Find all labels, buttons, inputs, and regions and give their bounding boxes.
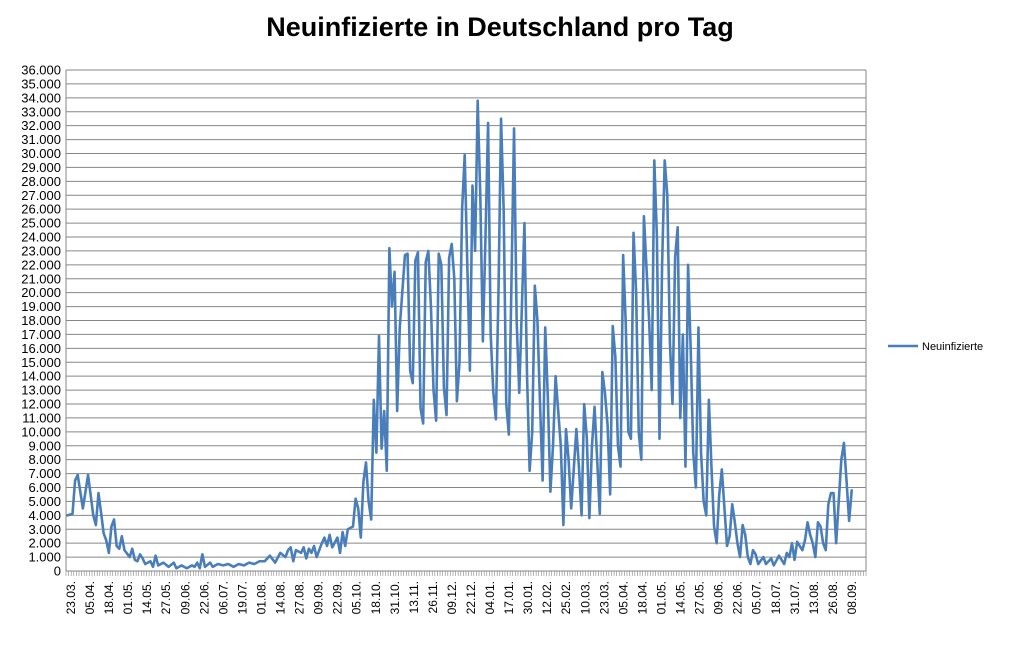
- x-tick-label: 27.08.: [293, 581, 307, 614]
- x-tick-label: 12.02.: [540, 581, 554, 614]
- x-tick-label: 27.05.: [693, 581, 707, 614]
- x-tick-label: 05.10.: [350, 581, 364, 614]
- x-tick-label: 18.10.: [369, 581, 383, 614]
- y-tick-label: 32.000: [21, 118, 61, 133]
- legend-label: Neuinfizierte: [922, 341, 983, 353]
- x-tick-label: 09.12.: [445, 581, 459, 614]
- y-tick-label: 21.000: [21, 271, 61, 286]
- x-tick-label: 23.03.: [597, 581, 611, 614]
- y-tick-label: 35.000: [21, 76, 61, 91]
- x-tick-label: 22.06.: [197, 581, 211, 614]
- y-tick-label: 20.000: [21, 285, 61, 300]
- x-tick-label: 18.04.: [102, 581, 116, 614]
- y-tick-label: 25.000: [21, 216, 61, 231]
- y-tick-label: 19.000: [21, 299, 61, 314]
- x-tick-label: 26.08.: [826, 581, 840, 614]
- y-tick-label: 2.000: [28, 536, 61, 551]
- x-tick-label: 22.06.: [731, 581, 745, 614]
- x-tick-label: 31.07.: [788, 581, 802, 614]
- y-tick-label: 3.000: [28, 522, 61, 537]
- x-tick-label: 22.09.: [331, 581, 345, 614]
- y-tick-label: 36.000: [21, 63, 61, 78]
- x-tick-label: 30.01.: [521, 581, 535, 614]
- x-tick-label: 18.07.: [769, 581, 783, 614]
- x-tick-label: 08.09.: [845, 581, 859, 614]
- x-tick-label: 09.06.: [178, 581, 192, 614]
- x-tick-label: 04.01.: [483, 581, 497, 614]
- x-tick-label: 18.04.: [635, 581, 649, 614]
- x-tick-label: 22.12.: [464, 581, 478, 614]
- x-tick-label: 09.06.: [712, 581, 726, 614]
- x-tick-label: 06.07.: [216, 581, 230, 614]
- x-tick-label: 05.04.: [616, 581, 630, 614]
- y-tick-label: 34.000: [21, 90, 61, 105]
- y-tick-label: 24.000: [21, 230, 61, 245]
- y-tick-label: 5.000: [28, 494, 61, 509]
- y-tick-label: 10.000: [21, 424, 61, 439]
- y-tick-label: 27.000: [21, 188, 61, 203]
- x-tick-label: 01.08.: [254, 581, 268, 614]
- y-tick-label: 30.000: [21, 146, 61, 161]
- y-tick-label: 31.000: [21, 132, 61, 147]
- y-tick-label: 22.000: [21, 257, 61, 272]
- x-tick-label: 14.05.: [674, 581, 688, 614]
- x-tick-label: 25.02.: [559, 581, 573, 614]
- x-tick-label: 01.05.: [654, 581, 668, 614]
- x-tick-label: 14.08.: [274, 581, 288, 614]
- y-tick-label: 14.000: [21, 369, 61, 384]
- y-tick-label: 6.000: [28, 480, 61, 495]
- y-tick-label: 16.000: [21, 341, 61, 356]
- y-tick-label: 33.000: [21, 104, 61, 119]
- y-tick-label: 13.000: [21, 383, 61, 398]
- y-tick-label: 9.000: [28, 438, 61, 453]
- y-tick-label: 12.000: [21, 397, 61, 412]
- y-tick-label: 0: [54, 564, 61, 579]
- x-tick-label: 31.10.: [388, 581, 402, 614]
- y-tick-label: 18.000: [21, 313, 61, 328]
- x-tick-label: 13.08.: [807, 581, 821, 614]
- x-tick-label: 13.11.: [407, 581, 421, 613]
- x-tick-label: 17.01.: [502, 581, 516, 614]
- x-tick-label: 05.07.: [750, 581, 764, 614]
- y-tick-label: 26.000: [21, 202, 61, 217]
- y-tick-label: 15.000: [21, 355, 61, 370]
- y-tick-label: 4.000: [28, 508, 61, 523]
- x-tick-label: 01.05.: [121, 581, 135, 614]
- x-tick-label: 23.03.: [64, 581, 78, 614]
- y-tick-label: 7.000: [28, 466, 61, 481]
- y-tick-label: 29.000: [21, 160, 61, 175]
- x-tick-label: 19.07.: [235, 581, 249, 614]
- x-tick-label: 05.04.: [83, 581, 97, 614]
- x-tick-label: 10.03.: [578, 581, 592, 614]
- y-tick-label: 28.000: [21, 174, 61, 189]
- y-tick-label: 11.000: [22, 410, 61, 425]
- x-tick-label: 09.09.: [312, 581, 326, 614]
- y-tick-label: 8.000: [28, 452, 61, 467]
- y-tick-label: 23.000: [21, 243, 61, 258]
- x-tick-label: 14.05.: [140, 581, 154, 614]
- series-line-neuinfizierte: [66, 99, 854, 570]
- x-tick-label: 26.11.: [426, 581, 440, 613]
- y-tick-label: 17.000: [21, 327, 61, 342]
- x-tick-label: 27.05.: [159, 581, 173, 614]
- y-tick-label: 1.000: [28, 550, 61, 565]
- chart-title: Neuinfizierte in Deutschland pro Tag: [266, 12, 734, 42]
